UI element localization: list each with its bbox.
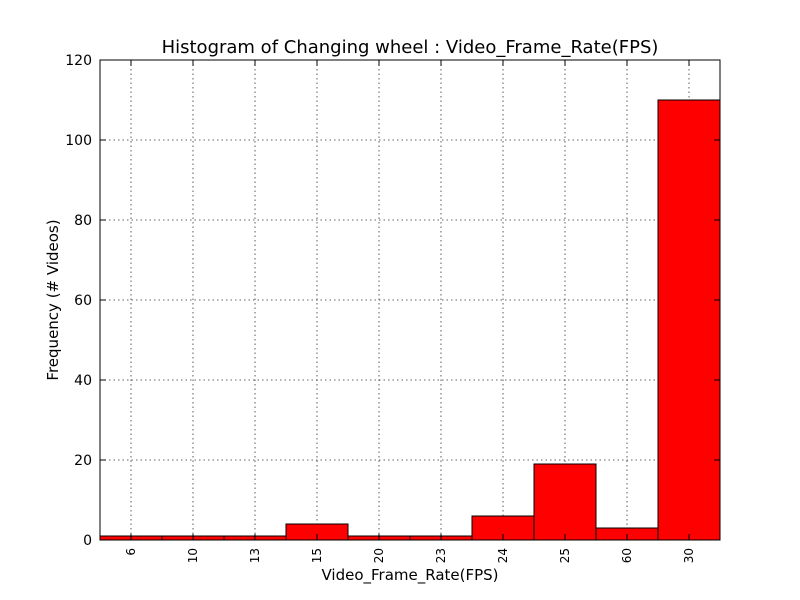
x-tick-label: 6 (124, 548, 138, 556)
y-tick-label: 120 (65, 53, 92, 69)
bar-30 (657, 99, 721, 541)
x-tick-label: 30 (682, 548, 696, 563)
y-tick-label: 40 (74, 373, 92, 389)
x-tick-label: 13 (248, 548, 262, 563)
y-axis-label: Frequency (# Videos) (44, 219, 62, 380)
y-tick-label: 80 (74, 213, 92, 229)
bars (99, 99, 721, 541)
chart-title: Histogram of Changing wheel : Video_Fram… (162, 37, 659, 58)
y-tick-label: 20 (74, 453, 92, 469)
x-tick-label: 23 (434, 548, 448, 563)
x-tick-labels: 6 10 13 15 20 23 24 25 60 30 (124, 548, 696, 563)
bar-25 (533, 463, 597, 541)
y-tick-label: 100 (65, 133, 92, 149)
y-tick-label: 60 (74, 293, 92, 309)
x-axis-label: Video_Frame_Rate(FPS) (321, 566, 498, 585)
x-tick-label: 24 (496, 548, 510, 563)
x-tick-label: 60 (620, 548, 634, 563)
x-tick-label: 10 (186, 548, 200, 563)
x-tick-label: 25 (558, 548, 572, 563)
axis-ticks (100, 59, 720, 541)
x-tick-label: 15 (310, 548, 324, 563)
y-tick-label: 0 (83, 533, 92, 549)
x-tick-label: 20 (372, 548, 386, 563)
y-tick-labels: 0 20 40 60 80 100 120 (65, 53, 92, 549)
